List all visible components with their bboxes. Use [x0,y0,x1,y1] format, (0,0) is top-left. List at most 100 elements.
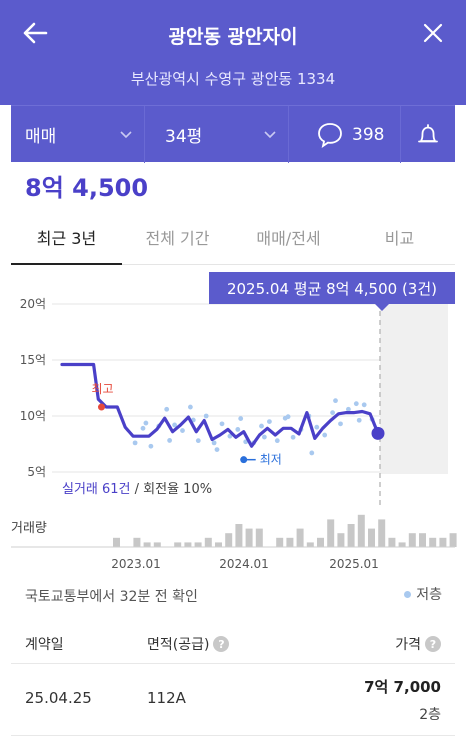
trade-dot [290,434,296,440]
trade-type-label: 매매 [25,127,57,147]
y-tick-label: 20억 [20,297,46,311]
header-contract-date: 계약일 [25,637,64,653]
trade-dot [330,410,335,416]
tab-trade-lease[interactable]: 매매/전세 [256,229,321,248]
low-floor-dot-icon [404,590,412,598]
turnover-rate: / 회전율 10% [131,482,213,497]
volume-bar [439,537,447,547]
trade-type-dropdown[interactable]: 매매 [11,106,145,163]
volume-bar [276,537,284,547]
trade-dot [164,406,170,412]
volume-bar [204,537,212,547]
high-label: 최고 [92,382,114,396]
notification-button[interactable] [401,106,455,163]
comments-button[interactable]: 398 [289,106,401,163]
volume-bar [143,542,151,547]
y-tick-label: 10억 [20,409,46,423]
row-area: 112A [147,689,186,707]
size-dropdown[interactable]: 34평 [145,106,289,163]
chevron-down-icon [264,131,276,139]
header-area: 면적(공급) ? [147,634,230,654]
comment-count: 398 [352,124,385,145]
table-row[interactable]: 25.04.25 112A 7억 7,000 2층 [11,664,455,736]
trade-dot [322,432,328,438]
volume-bar [194,542,202,547]
trade-dot [338,421,343,427]
volume-bar [296,528,304,547]
volume-bar [184,542,192,547]
trade-dot [314,424,320,430]
volume-bar [378,519,386,547]
row-price: 7억 7,000 [364,678,441,696]
volume-bar [408,533,416,547]
back-arrow-icon[interactable] [22,20,48,46]
page-title: 광안동 광안자이 [168,26,298,48]
trade-dot [333,398,338,404]
trade-dot [140,425,146,431]
volume-bar [286,537,294,547]
filter-bar: 매매 34평 398 [11,105,455,163]
volume-bar [398,542,406,547]
current-point-marker[interactable] [371,426,385,440]
x-tick-label: 2024.01 [219,557,269,571]
x-tick-label: 2025.01 [329,557,379,571]
volume-bar [357,514,365,547]
trade-dot [227,433,233,439]
trade-dot [309,450,315,456]
question-icon[interactable]: ? [425,636,441,652]
header-price-label: 가격 [395,637,421,653]
tab-recent-3y[interactable]: 최근 3년 [11,212,122,265]
trade-dot [356,417,362,423]
trades-summary: 실거래 61건 / 회전율 10% [62,482,212,497]
volume-bar [317,537,324,547]
header-price: 가격 ? [395,634,441,654]
volume-bar [235,524,243,547]
volume-bar [327,519,335,547]
volume-bar [429,537,437,547]
current-price: 8억 4,500 [25,174,149,202]
period-tabs: 최근 3년 전체 기간 매매/전세 비교 [11,212,455,265]
close-icon[interactable] [422,22,444,44]
volume-bar [368,528,375,547]
x-tick-label: 2023.01 [111,557,161,571]
volume-bar [174,542,182,547]
volume-bar [388,537,396,547]
trade-dot [259,423,264,429]
trade-dot [195,438,201,444]
volume-bar [419,533,426,547]
chevron-down-icon [120,131,132,139]
tab-all-period[interactable]: 전체 기간 [145,229,210,248]
trade-dot [353,401,359,407]
trade-dot [267,419,272,424]
trade-table-header: 계약일 면적(공급) ? 가격 ? [11,618,455,664]
question-icon[interactable]: ? [213,636,230,652]
trade-dot [180,428,185,433]
volume-bar [225,533,233,547]
trade-dot [262,434,267,440]
row-date: 25.04.25 [25,689,92,707]
trade-dot [203,413,209,419]
y-tick-label: 15억 [20,353,46,367]
trade-dot [167,438,173,443]
volume-bar [153,542,161,547]
price-tooltip: 2025.04 평균 8억 4,500 (3건) [209,272,455,311]
trade-dot [346,406,351,412]
trade-dot [188,404,193,410]
low-label: 최저 [260,453,282,467]
tab-compare[interactable]: 비교 [384,229,415,248]
volume-bar [215,542,222,547]
y-tick-label: 5억 [27,465,46,479]
volume-bar [306,542,314,547]
legend-low-floor: 저층 [404,584,442,604]
header: 광안동 광안자이 부산광역시 수영구 광안동 1334 [0,0,466,105]
trade-dot [219,421,225,427]
bell-icon [418,123,438,142]
trade-dot [274,438,280,444]
price-chart[interactable]: 20억 15억 10억 5억 최고 최저 실거래 61건 / 회전율 10% 거래량 … [0,266,466,576]
trade-dot [214,447,220,452]
size-label: 34평 [165,127,203,147]
trade-dot [238,416,244,421]
volume-bar [449,533,457,547]
trade-dot [132,440,138,446]
